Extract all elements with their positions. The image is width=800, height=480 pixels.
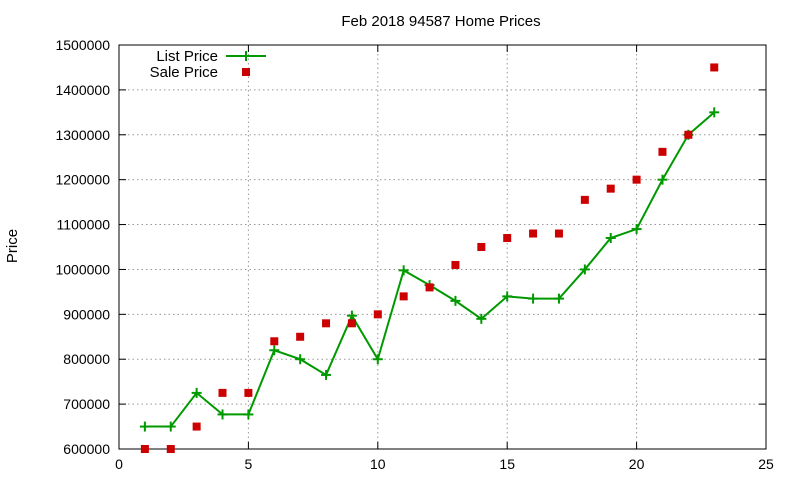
y-tick-label: 1100000 — [57, 217, 111, 233]
list-price-point — [269, 345, 280, 356]
list-price-point — [372, 354, 383, 365]
sale-price-point — [477, 243, 486, 251]
list-price-point — [579, 264, 590, 275]
series-sale-price — [140, 63, 719, 453]
legend-swatch-plus — [241, 51, 251, 61]
legend-label: List Price — [156, 48, 218, 65]
sale-price-point — [632, 175, 641, 184]
y-axis-label: Price — [4, 229, 21, 263]
y-tick-label: 900000 — [63, 306, 110, 322]
list-price-point — [321, 369, 332, 380]
sale-price-point — [503, 234, 512, 243]
sale-price-point — [218, 388, 227, 397]
list-price-point — [528, 293, 539, 304]
y-tick-label: 600000 — [63, 441, 110, 457]
list-price-point — [346, 310, 357, 321]
y-tick-label: 1300000 — [55, 127, 110, 143]
sale-price-point — [244, 388, 253, 397]
sale-price-point — [684, 130, 693, 139]
sale-price-point — [373, 310, 382, 319]
sale-price-point — [166, 445, 175, 453]
x-tick-label: 5 — [245, 456, 253, 472]
sale-price-point — [399, 292, 408, 301]
list-price-point — [502, 291, 513, 302]
sale-price-point — [710, 63, 719, 72]
list-price-point — [631, 224, 642, 235]
list-price-point — [605, 233, 616, 244]
y-tick-label: 1500000 — [55, 37, 110, 53]
x-tick-label: 0 — [115, 456, 123, 472]
sale-price-point — [554, 229, 563, 238]
series-layer — [139, 63, 720, 453]
sale-price-point — [192, 422, 201, 431]
list-price-point — [398, 265, 409, 276]
x-tick-label: 15 — [499, 456, 515, 472]
y-tick-label: 700000 — [63, 396, 110, 412]
sale-price-point — [606, 184, 615, 193]
y-tick-label: 1400000 — [55, 82, 110, 98]
plot-frame — [118, 44, 767, 450]
list-price-point — [709, 107, 720, 118]
list-price-point — [217, 409, 228, 420]
list-price-point — [476, 313, 487, 324]
sale-price-point — [347, 319, 356, 328]
list-price-point — [243, 409, 254, 420]
grid — [119, 45, 766, 449]
x-tick-label: 10 — [370, 456, 386, 472]
y-tick-label: 1000000 — [55, 261, 110, 277]
legend-swatch-square — [242, 68, 250, 76]
y-tick-label: 800000 — [63, 351, 110, 367]
sale-price-point — [425, 283, 434, 292]
y-tick-label: 1200000 — [55, 172, 110, 188]
sale-price-point — [322, 319, 331, 328]
legend-label: Sale Price — [150, 64, 218, 81]
list-price-point — [553, 293, 564, 304]
sale-price-point — [451, 260, 460, 269]
list-price-point — [450, 295, 461, 306]
sale-price-point — [580, 195, 589, 204]
sale-price-point — [529, 229, 538, 238]
y-axis: 600000 700000 800000 900000 1000000 1100000 12… — [55, 37, 766, 457]
list-price-point — [295, 354, 306, 365]
list-price-point — [191, 387, 202, 398]
x-tick-label: 25 — [758, 456, 774, 472]
list-price-point — [139, 421, 150, 432]
chart-title: Feb 2018 94587 Home Prices — [341, 13, 540, 30]
x-axis: 0 5 10 15 20 25 — [115, 45, 774, 472]
sale-price-point — [140, 445, 149, 453]
list-price-point — [165, 421, 176, 432]
x-tick-label: 20 — [629, 456, 645, 472]
sale-price-point — [270, 337, 279, 346]
sale-price-point — [658, 147, 667, 156]
list-price-point — [657, 174, 668, 185]
sale-price-point — [296, 332, 305, 341]
